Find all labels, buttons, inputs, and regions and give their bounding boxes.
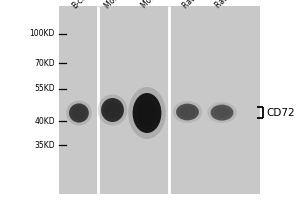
Ellipse shape xyxy=(173,101,202,123)
Text: 70KD: 70KD xyxy=(34,58,55,68)
Text: Mouse kidney: Mouse kidney xyxy=(139,0,183,10)
Ellipse shape xyxy=(176,104,199,120)
Ellipse shape xyxy=(179,106,196,118)
Ellipse shape xyxy=(133,93,161,133)
Text: 35KD: 35KD xyxy=(34,140,55,149)
Bar xyxy=(58,6,260,194)
Ellipse shape xyxy=(72,106,86,120)
Text: 55KD: 55KD xyxy=(34,84,55,93)
Text: CD72: CD72 xyxy=(266,108,295,118)
Ellipse shape xyxy=(101,98,124,122)
Ellipse shape xyxy=(128,87,166,139)
Ellipse shape xyxy=(66,101,92,125)
Text: Rat kidney: Rat kidney xyxy=(214,0,250,10)
Text: 100KD: 100KD xyxy=(29,29,55,38)
Ellipse shape xyxy=(98,94,127,126)
Ellipse shape xyxy=(207,102,237,123)
Ellipse shape xyxy=(211,105,233,121)
Ellipse shape xyxy=(104,102,121,118)
Ellipse shape xyxy=(214,107,230,118)
Text: B-cell: B-cell xyxy=(70,0,92,10)
Ellipse shape xyxy=(137,99,157,127)
Text: 40KD: 40KD xyxy=(34,116,55,126)
Ellipse shape xyxy=(69,103,89,123)
Text: Rat liver: Rat liver xyxy=(181,0,210,10)
Text: Mouse liver: Mouse liver xyxy=(103,0,141,10)
